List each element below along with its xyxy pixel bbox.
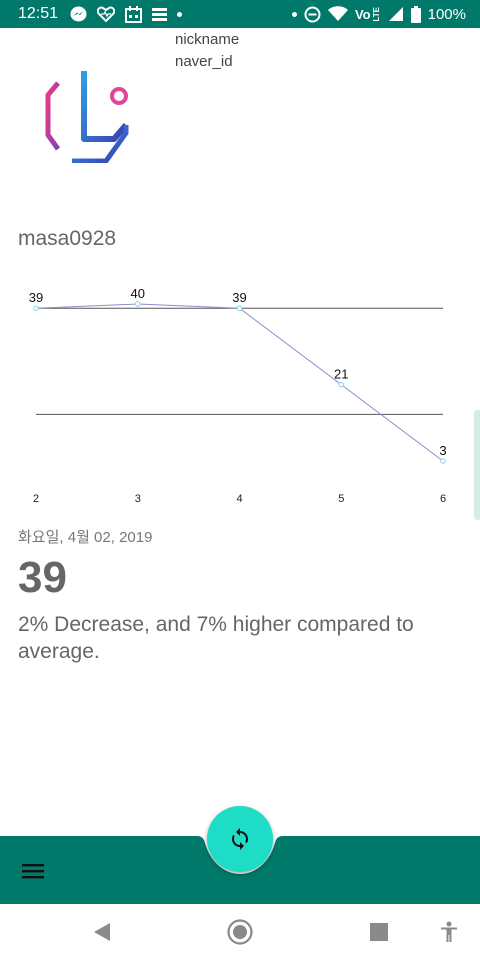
accessibility-button[interactable] (432, 904, 466, 960)
chart-point-0 (33, 305, 39, 312)
home-button[interactable] (218, 904, 262, 960)
do-not-disturb-icon (304, 6, 321, 23)
wifi-icon (327, 6, 348, 22)
chart-data-label-0: 39 (29, 290, 43, 305)
battery-icon (410, 5, 421, 23)
chart-x-tick-label-0: 2 (33, 493, 39, 505)
chart-point-3 (338, 381, 345, 388)
status-bar-right: Vo LTE 100% (291, 0, 466, 28)
accessibility-icon (441, 921, 457, 942)
recents-icon (370, 923, 388, 941)
lte-label: LTE (371, 6, 381, 22)
bottom-app-bar (0, 836, 480, 904)
notification-dot-icon (177, 11, 183, 17)
date-label: 화요일, 4월 02, 2019 (18, 529, 153, 546)
home-icon (227, 919, 253, 945)
volte-label: Vo (354, 6, 371, 22)
score-line-chart: 39 40 39 21 3 2 3 4 5 6 (29, 286, 447, 505)
notification-dot-icon-right (291, 11, 297, 17)
chart-data-label-3: 21 (334, 367, 348, 382)
signal-icon (388, 6, 404, 22)
back-icon (94, 923, 110, 941)
messenger-icon (70, 6, 87, 23)
comparison-text: 2% Decrease, and 7% higher compared to a… (18, 613, 414, 663)
chart-x-tick-label-4: 6 (440, 493, 446, 505)
status-bar-left: 12:51 (18, 0, 183, 28)
username: masa0928 (18, 227, 117, 250)
stack-icon (152, 7, 168, 22)
app-logo (44, 69, 134, 164)
status-time: 12:51 (18, 5, 59, 22)
back-button[interactable] (80, 904, 124, 960)
naver-id-label: naver_id (175, 53, 233, 70)
menu-button[interactable] (16, 858, 50, 884)
chart-point-2 (236, 305, 243, 312)
refresh-fab-button[interactable] (207, 806, 273, 872)
calendar-icon (125, 5, 143, 23)
chart-point-1 (134, 301, 141, 307)
chart-x-tick-label-3: 5 (338, 493, 344, 505)
chart-x-tick-label-2: 4 (236, 493, 242, 505)
nickname-label: nickname (175, 31, 240, 48)
chart-data-label-1: 40 (131, 286, 145, 301)
volte-icon: Vo LTE (355, 7, 381, 22)
edge-scroll-handle[interactable] (474, 410, 480, 520)
recents-button[interactable] (357, 904, 401, 960)
refresh-icon (232, 828, 248, 850)
battery-percentage: 100% (427, 5, 466, 23)
chart-data-label-2: 39 (232, 290, 246, 305)
chart-x-tick-label-1: 3 (135, 493, 141, 505)
system-navigation-bar (0, 904, 480, 960)
chart-series-line (35, 303, 444, 462)
heart-icon (97, 6, 116, 22)
status-bar: 12:51 Vo LTE 100% (0, 0, 480, 28)
chart-point-4 (440, 458, 446, 464)
current-value: 39 (18, 553, 67, 602)
chart-data-label-4: 3 (439, 443, 446, 458)
hamburger-menu-icon (22, 864, 44, 879)
